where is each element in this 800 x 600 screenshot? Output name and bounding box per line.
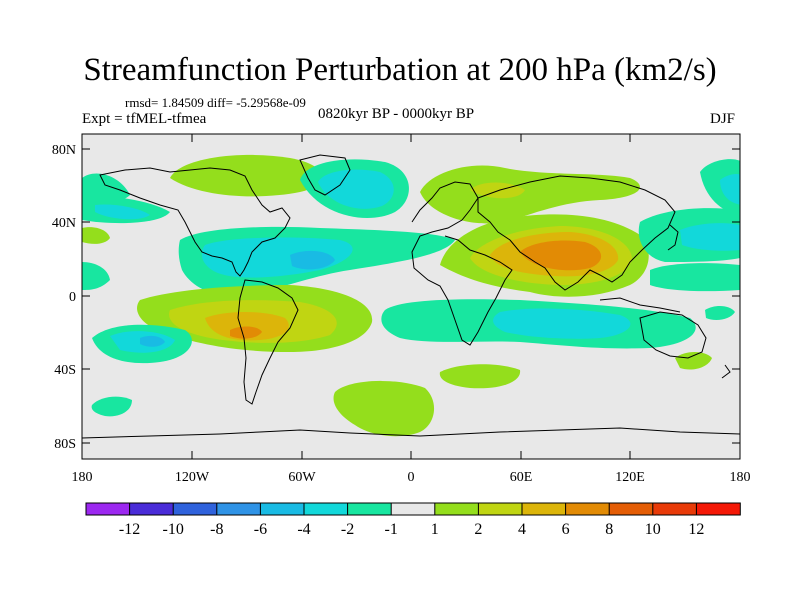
contour-region xyxy=(170,154,322,197)
contour-fields xyxy=(82,154,740,437)
contour-region xyxy=(675,352,712,370)
lon-label: 180 xyxy=(72,470,93,485)
contour-region xyxy=(95,204,150,220)
colorbar-label: -6 xyxy=(254,521,267,538)
lon-label: 60E xyxy=(510,470,533,485)
contour-region xyxy=(82,173,130,202)
lat-label: 0 xyxy=(69,290,76,305)
coastline-newzealand xyxy=(721,364,731,379)
lat-label: 40S xyxy=(54,363,76,378)
coastline-antarctica xyxy=(82,427,740,439)
colorbar: -12 -10 -8 -6 -4 -2 -1 1 2 4 6 8 10 12 xyxy=(85,502,741,538)
contour-region xyxy=(493,308,631,339)
colorbar-label: 4 xyxy=(518,521,526,538)
coastline-greenland xyxy=(299,154,351,196)
colorbar-label: -4 xyxy=(297,521,310,538)
contour-region xyxy=(91,396,132,417)
axis-ticks xyxy=(82,134,740,459)
colorbar-swatch xyxy=(477,502,523,516)
colorbar-swatch xyxy=(303,502,349,516)
colorbar-swatch xyxy=(347,502,393,516)
colorbar-swatch xyxy=(565,502,610,516)
contour-region xyxy=(700,159,740,215)
colorbar-label: 8 xyxy=(605,521,613,538)
colorbar-swatch xyxy=(172,502,218,516)
lat-label: 80S xyxy=(54,437,76,452)
contour-region xyxy=(705,306,735,320)
contour-region xyxy=(439,364,521,389)
coastline-japan xyxy=(667,224,679,251)
contour-region xyxy=(520,240,602,271)
coastlines xyxy=(82,154,740,439)
contour-region xyxy=(230,326,262,339)
colorbar-swatch xyxy=(608,502,654,516)
lon-label: 180 xyxy=(730,470,751,485)
contour-region xyxy=(140,335,165,347)
coastline-australia xyxy=(639,311,707,359)
contour-region xyxy=(650,263,740,292)
coastline-europe-africa xyxy=(411,181,513,346)
contour-region xyxy=(420,165,640,224)
contour-region xyxy=(680,223,740,251)
lon-label: 60W xyxy=(288,470,316,485)
colorbar-swatch xyxy=(434,502,480,516)
colorbar-label: 1 xyxy=(431,521,439,538)
lon-labels: 180 120W 60W 0 60E 120E 180 xyxy=(72,470,751,485)
colorbar-label: 2 xyxy=(474,521,482,538)
colorbar-label: 10 xyxy=(645,521,661,538)
season-label: DJF xyxy=(710,111,736,127)
stats-text: rmsd= 1.84509 diff= -5.29568e-09 xyxy=(125,95,306,110)
colorbar-swatch xyxy=(390,502,436,516)
contour-region xyxy=(205,312,289,341)
colorbar-swatch xyxy=(695,502,741,516)
colorbar-swatch xyxy=(521,502,567,516)
lon-label: 120E xyxy=(615,470,645,485)
coastline-maritime xyxy=(599,297,681,313)
contour-region xyxy=(720,174,740,205)
colorbar-swatch xyxy=(129,502,175,516)
colorbar-swatch xyxy=(259,502,305,516)
colorbar-label: -10 xyxy=(163,521,184,538)
contour-region xyxy=(82,227,110,244)
colorbar-swatch xyxy=(216,502,262,516)
colorbar-swatch xyxy=(652,502,698,516)
lon-label: 0 xyxy=(408,470,415,485)
colorbar-label: -2 xyxy=(341,521,354,538)
experiment-label: Expt = tfMEL-tfmea xyxy=(82,111,207,127)
contour-region xyxy=(318,169,394,209)
colorbar-label: -12 xyxy=(119,521,140,538)
contour-region xyxy=(82,262,110,290)
coastline-north-america xyxy=(99,167,291,277)
contour-region xyxy=(290,250,335,270)
lat-label: 40N xyxy=(52,216,76,231)
colorbar-label: -1 xyxy=(385,521,398,538)
chart-title: Streamfunction Perturbation at 200 hPa (… xyxy=(83,52,717,88)
contour-region xyxy=(333,380,435,437)
colorbar-label: 12 xyxy=(688,521,704,538)
lat-labels: 80N 40N 0 40S 80S xyxy=(52,143,76,452)
colorbar-label: 6 xyxy=(562,521,570,538)
period-label: 0820kyr BP - 0000kyr BP xyxy=(318,106,475,122)
lon-label: 120W xyxy=(175,470,210,485)
coastline-asia xyxy=(477,175,676,291)
lat-label: 80N xyxy=(52,143,76,158)
colorbar-swatch xyxy=(85,502,131,516)
coastline-south-america xyxy=(237,279,299,405)
colorbar-label: -8 xyxy=(210,521,223,538)
